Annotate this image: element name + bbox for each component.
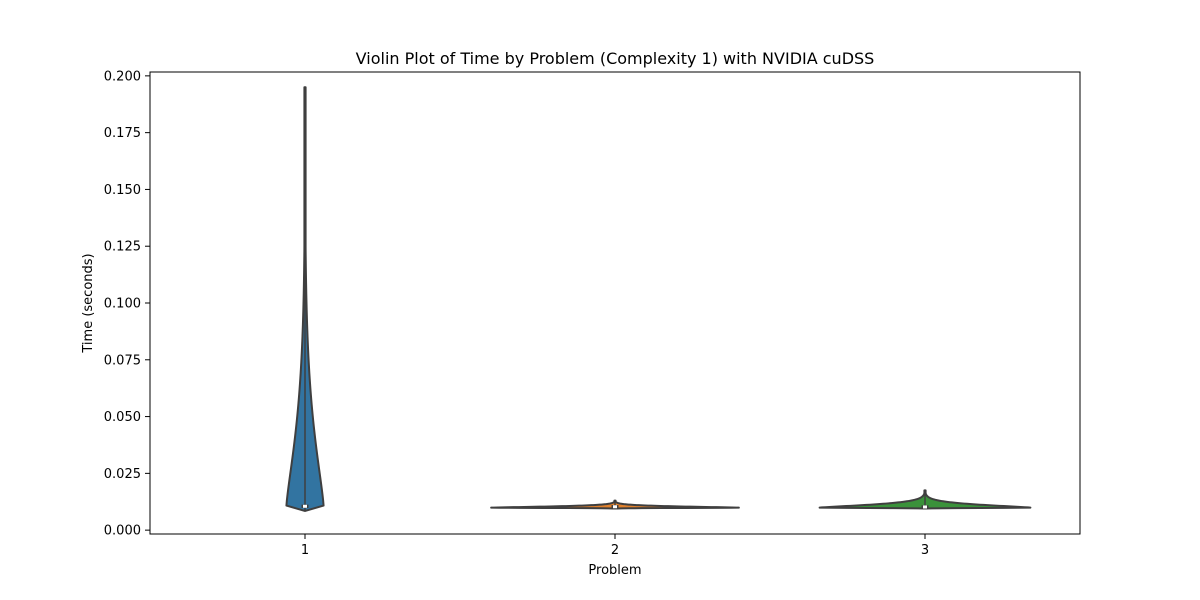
x-tick-label: 3 xyxy=(921,543,929,558)
plot-area xyxy=(285,86,1032,512)
axes-frame xyxy=(149,71,1081,535)
y-tick-label: 0.200 xyxy=(104,69,141,84)
x-axis: 1 2 3 xyxy=(301,534,929,558)
y-tick-label: 0.050 xyxy=(104,410,141,425)
chart-title: Violin Plot of Time by Problem (Complexi… xyxy=(356,49,875,68)
y-tick-label: 0.025 xyxy=(104,467,141,482)
x-axis-label: Problem xyxy=(588,563,641,578)
violin-median-2 xyxy=(613,505,617,509)
y-tick-label: 0.175 xyxy=(104,126,141,141)
y-tick-label: 0.075 xyxy=(104,353,141,368)
x-tick-label: 2 xyxy=(611,543,619,558)
y-axis: 0.000 0.025 0.050 0.075 0.100 0.125 0.150 0.175… xyxy=(104,69,150,539)
y-axis-label: Time (seconds) xyxy=(81,253,96,353)
y-tick-label: 0.100 xyxy=(104,297,141,312)
y-tick-label: 0.150 xyxy=(104,183,141,198)
y-tick-label: 0.000 xyxy=(104,524,141,539)
x-tick-label: 1 xyxy=(301,543,309,558)
violin-median-3 xyxy=(923,505,927,509)
y-tick-label: 0.125 xyxy=(104,240,141,255)
violin-median-1 xyxy=(303,504,307,508)
